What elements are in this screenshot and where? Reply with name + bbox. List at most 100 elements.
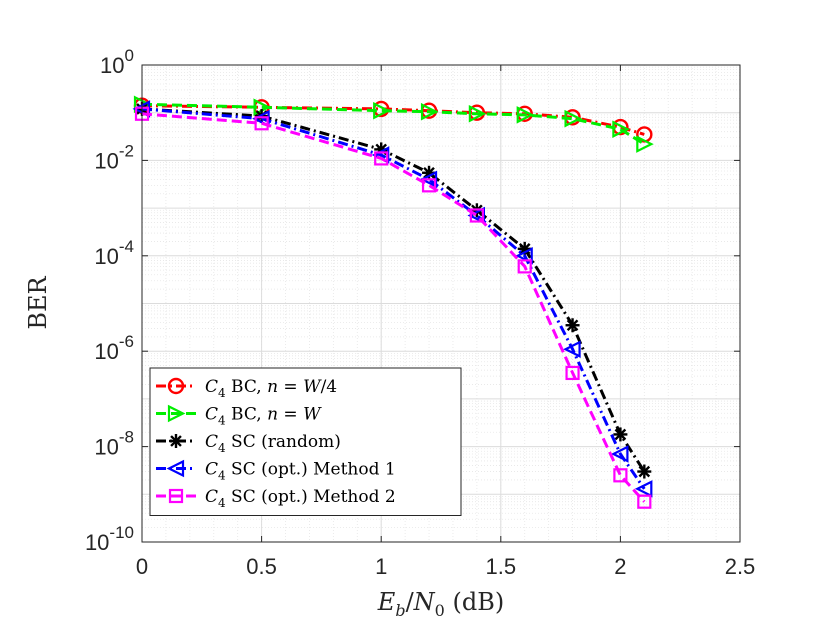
series-4-point: [634, 480, 653, 498]
legend-code-subscript: 4: [218, 414, 226, 428]
axis-ticks: [141, 64, 741, 543]
y-tick-exponent: -8: [119, 428, 134, 447]
legend-var-n: n: [267, 405, 278, 425]
series-4-point: [610, 445, 629, 463]
legend-marker: [169, 434, 183, 448]
series-2: [133, 95, 654, 153]
legend-marker: [166, 459, 185, 478]
legend-equals: =: [278, 377, 303, 397]
legend-code-letter: C: [205, 460, 218, 480]
y-tick-label: 10-2: [94, 141, 134, 173]
plot-frame: [141, 64, 741, 543]
legend-code-subscript: 4: [218, 386, 226, 400]
y-tick-label: 100: [100, 46, 134, 78]
y-tick-base: 10: [85, 530, 109, 555]
y-tick-exponent: -4: [119, 237, 134, 256]
legend-label: C4 SC (random): [205, 432, 341, 455]
legend-label-text: BC,: [226, 377, 267, 397]
legend-label: C4 SC (opt.) Method 2: [205, 487, 396, 510]
x-tick-label: 1.5: [486, 554, 517, 579]
x-label-slash: /: [406, 588, 415, 616]
legend-var-n: n: [267, 377, 278, 397]
x-label-unit: (dB): [445, 588, 504, 616]
series-3-point: [637, 464, 652, 479]
legend-marker: [167, 377, 185, 395]
x-label-b: b: [395, 601, 405, 620]
y-tick-label: 10-8: [94, 428, 134, 460]
legend-label: C4 BC, n = W/4: [205, 377, 337, 400]
legend-box: [149, 367, 462, 516]
series-5-point: [637, 494, 652, 509]
legend-label: C4 SC (opt.) Method 1: [205, 460, 396, 483]
y-tick-label: 10-6: [94, 332, 134, 364]
series-5-point: [421, 178, 437, 193]
legend-entry-2: C4 BC, n = W: [156, 405, 322, 428]
y-tick-base: 10: [94, 435, 118, 460]
series-2-point: [564, 109, 583, 128]
x-tick-labels: 0 0.5 1 1.5 2 2.5: [136, 554, 755, 579]
series-layer: [132, 95, 654, 509]
x-label-0: 0: [435, 601, 445, 620]
y-tick-exponent: -10: [109, 523, 134, 542]
legend-marker: [167, 404, 186, 423]
series-5-point: [613, 468, 628, 483]
legend-entry-1: C4 BC, n = W/4: [156, 377, 337, 400]
legend-var-w: W: [303, 377, 322, 397]
asterisk-stroke: [638, 465, 651, 478]
asterisk-stroke: [170, 435, 182, 447]
x-axis-label: Eb/N0 (dB): [377, 588, 504, 620]
y-tick-exponent: -6: [119, 332, 134, 351]
legend-code-subscript: 4: [218, 496, 226, 510]
legend-entry-3: C4 SC (random): [156, 432, 341, 455]
legend-code-letter: C: [205, 405, 218, 425]
y-tick-base: 10: [94, 148, 118, 173]
legend-label-text: BC,: [226, 405, 267, 425]
legend-equals: =: [278, 405, 303, 425]
series-line-2: [141, 102, 646, 146]
y-tick-base: 10: [94, 244, 118, 269]
series-5-point: [565, 365, 580, 381]
y-tick-label: 10-10: [85, 523, 134, 555]
y-tick-exponent: -2: [119, 141, 134, 160]
series-3-point: [613, 427, 628, 442]
legend-label-text: SC (opt.) Method 1: [226, 460, 396, 480]
asterisk-stroke: [566, 319, 579, 332]
legend-entry-4: C4 SC (opt.) Method 1: [156, 460, 396, 483]
legend-code-letter: C: [205, 487, 218, 507]
asterisk-stroke: [518, 243, 531, 255]
legend-code-letter: C: [205, 377, 218, 397]
legend-entry-5: C4 SC (opt.) Method 2: [156, 487, 396, 510]
x-tick-label: 1: [375, 554, 387, 579]
y-tick-label: 10-4: [94, 237, 134, 269]
series-5-point: [374, 151, 389, 166]
y-axis-label: BER: [24, 275, 52, 329]
y-tick-base: 10: [100, 53, 124, 78]
series-2-point: [612, 120, 630, 139]
series-2-point: [468, 104, 487, 123]
legend-fraction: /4: [321, 377, 338, 397]
x-label-e: E: [377, 588, 396, 616]
legend-label: C4 BC, n = W: [205, 405, 322, 428]
legend-code-subscript: 4: [218, 469, 226, 483]
y-tick-exponent: 0: [125, 46, 134, 65]
y-tick-base: 10: [94, 339, 118, 364]
legend: C4 BC, n = W/4C4 BC, n = WC4 SC (random)…: [149, 367, 462, 516]
legend-var-w: W: [303, 405, 322, 425]
series-line-5: [141, 112, 646, 503]
series-2-point: [373, 101, 391, 120]
series-5-point: [517, 259, 532, 274]
x-tick-label: 2: [614, 554, 626, 579]
series-line-3: [141, 107, 646, 473]
x-tick-label: 0.5: [246, 554, 277, 579]
legend-code-subscript: 4: [218, 441, 226, 455]
asterisk-stroke: [614, 428, 627, 441]
legend-marker: [168, 488, 184, 504]
x-tick-label: 0: [136, 554, 148, 579]
series-5-point: [254, 116, 269, 131]
x-tick-label: 2.5: [725, 554, 756, 579]
legend-label-text: SC (random): [226, 432, 341, 452]
series-2-point: [420, 102, 439, 121]
series-2-point: [636, 135, 654, 153]
